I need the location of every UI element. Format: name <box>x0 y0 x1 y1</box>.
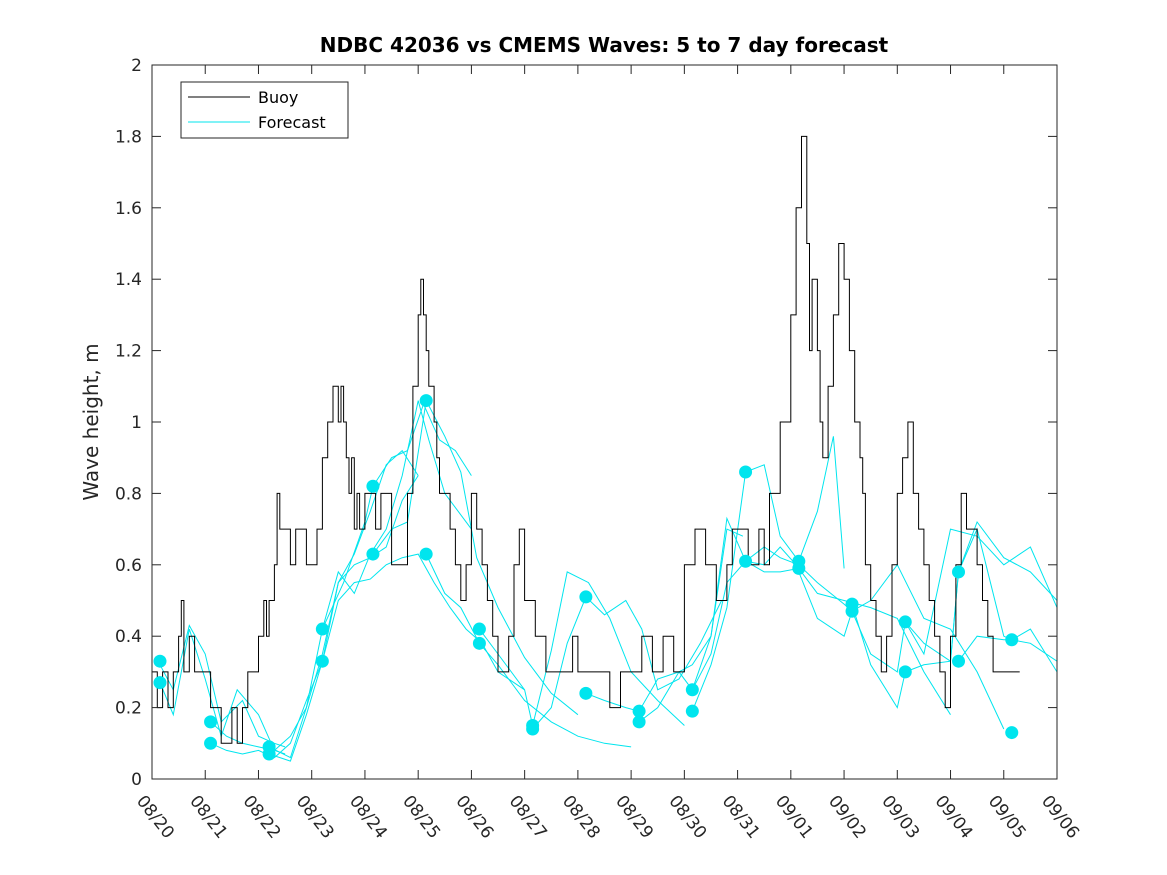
forecast-line-6 <box>268 553 525 762</box>
forecast-marker <box>845 604 859 618</box>
forecast-marker <box>685 683 699 697</box>
forecast-marker <box>366 479 380 493</box>
y-tick-label: 0 <box>131 770 142 790</box>
forecast-marker <box>153 676 167 690</box>
y-tick-label: 0.4 <box>115 627 142 647</box>
forecast-marker <box>366 547 380 561</box>
chart-title: NDBC 42036 vs CMEMS Waves: 5 to 7 day fo… <box>320 33 889 57</box>
forecast-marker <box>204 736 218 750</box>
x-tick-label: 08/20 <box>132 792 178 843</box>
forecast-line-9 <box>425 553 632 748</box>
forecast-marker <box>632 704 646 718</box>
x-tick-label: 09/04 <box>931 792 977 843</box>
forecast-marker <box>632 715 646 729</box>
forecast-marker <box>792 561 806 575</box>
y-tick-label: 0.8 <box>115 484 142 504</box>
x-tick-label: 09/05 <box>984 792 1030 843</box>
forecast-marker <box>739 554 753 568</box>
forecast-marker <box>472 622 486 636</box>
forecast-marker <box>579 590 593 604</box>
legend-box <box>180 81 349 139</box>
forecast-marker <box>898 615 912 629</box>
forecast-line-10 <box>478 571 685 726</box>
forecast-marker <box>419 547 433 561</box>
forecast-line-15 <box>691 560 951 715</box>
forecast-line-12 <box>585 528 744 712</box>
forecast-marker <box>472 636 486 650</box>
forecast-line-17 <box>798 528 1057 673</box>
y-tick-label: 1.4 <box>115 270 142 290</box>
y-tick-label: 2 <box>131 56 142 76</box>
legend-buoy-label: Buoy <box>258 88 298 107</box>
forecast-marker <box>579 686 593 700</box>
y-tick-label: 1 <box>131 413 142 433</box>
y-axis-label: Wave height, m <box>79 343 103 500</box>
x-tick-label: 09/03 <box>877 792 923 843</box>
x-tick-label: 09/06 <box>1037 792 1083 843</box>
y-tick-label: 1.8 <box>115 127 142 147</box>
forecast-marker <box>204 715 218 729</box>
forecast-marker <box>1005 633 1019 647</box>
forecast-marker <box>739 465 753 479</box>
x-axis: 08/20 08/21 08/22 08/23 08/24 08/25 08/26 08/27… <box>132 65 1083 843</box>
y-tick-label: 0.6 <box>115 556 142 576</box>
data-layer <box>152 135 1057 762</box>
forecast-marker <box>262 747 276 761</box>
x-tick-label: 08/25 <box>398 792 444 843</box>
x-tick-label: 08/21 <box>185 792 231 843</box>
forecast-line-16 <box>745 546 1005 730</box>
y-tick-label: 0.2 <box>115 699 142 719</box>
y-axis: 0 0.2 0.4 0.6 0.8 1 1.2 1.4 1.6 1.8 2 <box>115 56 1057 790</box>
forecast-marker <box>685 704 699 718</box>
x-tick-label: 08/31 <box>718 792 764 843</box>
forecast-marker <box>315 622 329 636</box>
forecast-line-7 <box>321 402 472 630</box>
forecast-marker <box>1005 726 1019 740</box>
forecast-marker <box>315 654 329 668</box>
x-tick-label: 09/02 <box>824 792 870 843</box>
forecast-line-8 <box>372 399 579 716</box>
forecast-marker <box>526 722 540 736</box>
forecast-line-14 <box>691 436 845 712</box>
x-tick-label: 08/28 <box>558 792 604 843</box>
forecast-line-11 <box>532 596 723 730</box>
forecast-marker <box>898 665 912 679</box>
forecast-marker <box>153 654 167 668</box>
y-tick-label: 1.2 <box>115 342 142 362</box>
forecast-marker <box>419 394 433 408</box>
forecast-line-4 <box>210 475 419 759</box>
legend: Buoy Forecast <box>180 81 349 139</box>
forecast-line-13 <box>638 516 797 723</box>
forecast-line-3 <box>210 449 419 751</box>
forecast-line-19 <box>904 527 1057 663</box>
buoy-line <box>152 135 1020 744</box>
x-tick-label: 08/27 <box>505 792 551 843</box>
x-tick-label: 08/29 <box>611 792 657 843</box>
y-tick-label: 1.6 <box>115 199 142 219</box>
x-tick-label: 09/01 <box>771 792 817 843</box>
forecast-marker <box>952 654 966 668</box>
x-tick-label: 08/30 <box>664 792 710 843</box>
x-tick-label: 08/23 <box>292 792 338 843</box>
x-tick-label: 08/26 <box>451 792 497 843</box>
x-tick-label: 08/24 <box>345 792 391 843</box>
forecast-marker <box>952 565 966 579</box>
plot-area <box>151 64 1058 780</box>
x-tick-label: 08/22 <box>239 792 285 843</box>
legend-forecast-label: Forecast <box>258 113 326 132</box>
